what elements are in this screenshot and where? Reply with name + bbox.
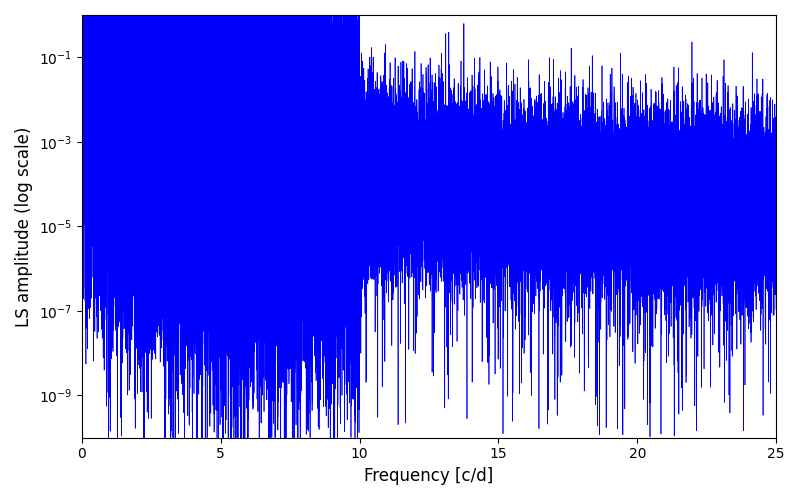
X-axis label: Frequency [c/d]: Frequency [c/d] <box>364 467 494 485</box>
Y-axis label: LS amplitude (log scale): LS amplitude (log scale) <box>15 126 33 326</box>
